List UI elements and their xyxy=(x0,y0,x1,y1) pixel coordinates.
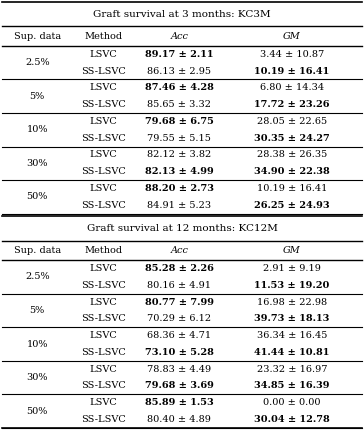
Text: 68.36 ± 4.71: 68.36 ± 4.71 xyxy=(147,331,211,340)
Text: 11.53 ± 19.20: 11.53 ± 19.20 xyxy=(254,281,330,290)
Text: 39.73 ± 18.13: 39.73 ± 18.13 xyxy=(254,314,330,323)
Text: 36.34 ± 16.45: 36.34 ± 16.45 xyxy=(257,331,327,340)
Text: SS-LSVC: SS-LSVC xyxy=(82,281,126,290)
Text: 82.13 ± 4.99: 82.13 ± 4.99 xyxy=(145,167,214,176)
Text: GM: GM xyxy=(283,246,301,255)
Text: 17.72 ± 23.26: 17.72 ± 23.26 xyxy=(254,100,330,109)
Text: 6.80 ± 14.34: 6.80 ± 14.34 xyxy=(260,83,324,92)
Text: SS-LSVC: SS-LSVC xyxy=(82,201,126,210)
Text: LSVC: LSVC xyxy=(90,264,118,273)
Text: 28.38 ± 26.35: 28.38 ± 26.35 xyxy=(257,150,327,160)
Text: 3.44 ± 10.87: 3.44 ± 10.87 xyxy=(260,50,324,59)
Text: 10.19 ± 16.41: 10.19 ± 16.41 xyxy=(257,184,327,193)
Text: 88.20 ± 2.73: 88.20 ± 2.73 xyxy=(145,184,214,193)
Text: 10%: 10% xyxy=(27,340,48,348)
Text: 5%: 5% xyxy=(30,92,45,101)
Text: SS-LSVC: SS-LSVC xyxy=(82,348,126,357)
Text: Acc: Acc xyxy=(170,32,188,41)
Text: 0.00 ± 0.00: 0.00 ± 0.00 xyxy=(264,398,321,407)
Text: 34.90 ± 22.38: 34.90 ± 22.38 xyxy=(254,167,330,176)
Text: 30.35 ± 24.27: 30.35 ± 24.27 xyxy=(254,134,330,143)
Text: 80.40 ± 4.89: 80.40 ± 4.89 xyxy=(147,415,211,424)
Text: 80.16 ± 4.91: 80.16 ± 4.91 xyxy=(147,281,211,290)
Text: 2.5%: 2.5% xyxy=(25,273,50,282)
Text: 85.28 ± 2.26: 85.28 ± 2.26 xyxy=(145,264,214,273)
Text: 30%: 30% xyxy=(27,159,48,168)
Text: 87.46 ± 4.28: 87.46 ± 4.28 xyxy=(145,83,214,92)
Text: SS-LSVC: SS-LSVC xyxy=(82,100,126,109)
Text: LSVC: LSVC xyxy=(90,150,118,160)
Text: SS-LSVC: SS-LSVC xyxy=(82,381,126,390)
Text: 5%: 5% xyxy=(30,306,45,315)
Text: 41.44 ± 10.81: 41.44 ± 10.81 xyxy=(254,348,330,357)
Text: 10.19 ± 16.41: 10.19 ± 16.41 xyxy=(254,67,330,76)
Text: 34.85 ± 16.39: 34.85 ± 16.39 xyxy=(254,381,330,390)
Text: 30%: 30% xyxy=(27,373,48,382)
Text: 26.25 ± 24.93: 26.25 ± 24.93 xyxy=(254,201,330,210)
Text: LSVC: LSVC xyxy=(90,184,118,193)
Text: LSVC: LSVC xyxy=(90,298,118,307)
Text: 79.55 ± 5.15: 79.55 ± 5.15 xyxy=(147,134,211,143)
Text: 16.98 ± 22.98: 16.98 ± 22.98 xyxy=(257,298,327,307)
Text: SS-LSVC: SS-LSVC xyxy=(82,67,126,76)
Text: Graft survival at 12 months: KC12M: Graft survival at 12 months: KC12M xyxy=(87,224,277,233)
Text: 89.17 ± 2.11: 89.17 ± 2.11 xyxy=(145,50,214,59)
Text: 86.13 ± 2.95: 86.13 ± 2.95 xyxy=(147,67,211,76)
Text: 50%: 50% xyxy=(27,407,48,415)
Text: 79.68 ± 3.69: 79.68 ± 3.69 xyxy=(145,381,214,390)
Text: SS-LSVC: SS-LSVC xyxy=(82,314,126,323)
Text: SS-LSVC: SS-LSVC xyxy=(82,415,126,424)
Text: SS-LSVC: SS-LSVC xyxy=(82,167,126,176)
Text: 84.91 ± 5.23: 84.91 ± 5.23 xyxy=(147,201,211,210)
Text: 79.68 ± 6.75: 79.68 ± 6.75 xyxy=(145,117,214,126)
Text: 85.89 ± 1.53: 85.89 ± 1.53 xyxy=(145,398,214,407)
Text: LSVC: LSVC xyxy=(90,331,118,340)
Text: 50%: 50% xyxy=(27,192,48,201)
Text: 80.77 ± 7.99: 80.77 ± 7.99 xyxy=(145,298,214,307)
Text: GM: GM xyxy=(283,32,301,41)
Text: 85.65 ± 3.32: 85.65 ± 3.32 xyxy=(147,100,211,109)
Text: Method: Method xyxy=(85,32,123,41)
Text: Acc: Acc xyxy=(170,246,188,255)
Text: 73.10 ± 5.28: 73.10 ± 5.28 xyxy=(145,348,214,357)
Text: Graft survival at 3 months: KC3M: Graft survival at 3 months: KC3M xyxy=(93,10,271,19)
Text: 28.05 ± 22.65: 28.05 ± 22.65 xyxy=(257,117,327,126)
Text: 10%: 10% xyxy=(27,125,48,134)
Text: LSVC: LSVC xyxy=(90,398,118,407)
Text: 23.32 ± 16.97: 23.32 ± 16.97 xyxy=(257,365,327,374)
Text: LSVC: LSVC xyxy=(90,50,118,59)
Text: Sup. data: Sup. data xyxy=(14,246,61,255)
Text: Method: Method xyxy=(85,246,123,255)
Text: 78.83 ± 4.49: 78.83 ± 4.49 xyxy=(147,365,211,374)
Text: LSVC: LSVC xyxy=(90,83,118,92)
Text: 30.04 ± 12.78: 30.04 ± 12.78 xyxy=(254,415,330,424)
Text: 2.91 ± 9.19: 2.91 ± 9.19 xyxy=(263,264,321,273)
Text: LSVC: LSVC xyxy=(90,365,118,374)
Text: LSVC: LSVC xyxy=(90,117,118,126)
Text: 70.29 ± 6.12: 70.29 ± 6.12 xyxy=(147,314,211,323)
Text: 82.12 ± 3.82: 82.12 ± 3.82 xyxy=(147,150,211,160)
Text: 2.5%: 2.5% xyxy=(25,58,50,67)
Text: Sup. data: Sup. data xyxy=(14,32,61,41)
Text: SS-LSVC: SS-LSVC xyxy=(82,134,126,143)
